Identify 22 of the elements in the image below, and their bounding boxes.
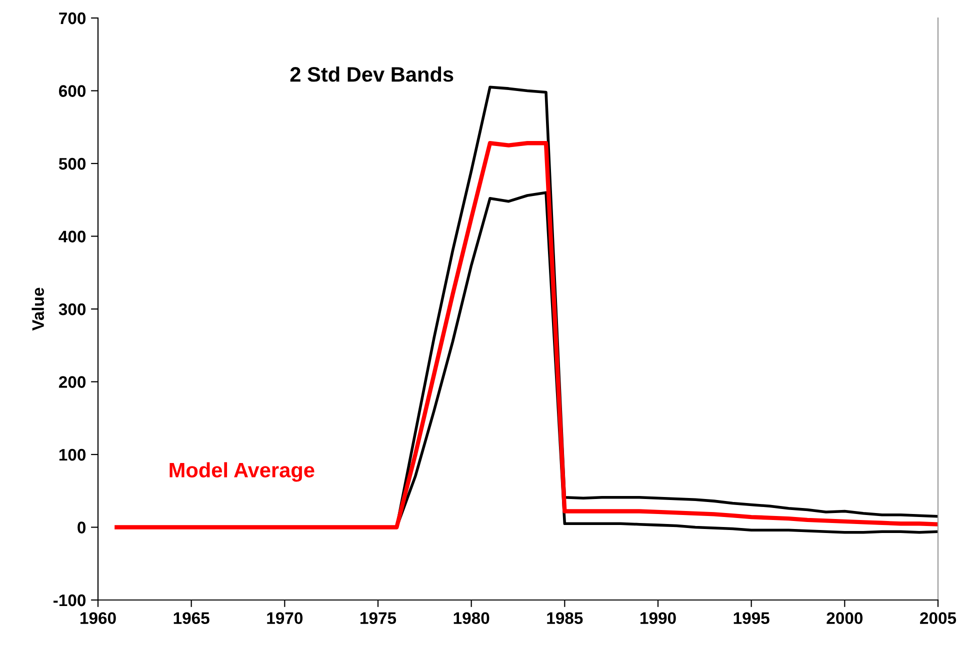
y-tick-label: -100 — [53, 594, 86, 606]
y-tick-label: 200 — [58, 376, 86, 388]
x-tick-label: 1975 — [360, 612, 396, 624]
y-tick-label: 300 — [58, 303, 86, 316]
x-tick-label: 2000 — [826, 612, 863, 624]
x-tick-label: 1965 — [174, 612, 210, 624]
y-tick-label: 400 — [58, 230, 86, 242]
x-tick-label: 1970 — [267, 612, 303, 624]
x-tick-label: 1980 — [454, 612, 490, 624]
x-tick-label: 1960 — [80, 612, 116, 624]
x-tick-label: 1995 — [734, 612, 770, 624]
x-tick-label: 1990 — [640, 612, 676, 624]
y-tick-label: 100 — [59, 448, 86, 461]
y-tick-label: 0 — [78, 522, 86, 534]
y-axis-title: Value — [32, 288, 44, 331]
x-tick-label: 2005 — [920, 612, 956, 624]
x-tick-label: 1985 — [547, 612, 583, 624]
y-tick-label: 600 — [59, 85, 86, 97]
y-tick-label: 500 — [58, 158, 86, 170]
series-label: 2 Std Dev Bands — [290, 66, 454, 82]
text: Model Average — [170, 462, 314, 482]
y-tick-label: 700 — [59, 12, 86, 24]
